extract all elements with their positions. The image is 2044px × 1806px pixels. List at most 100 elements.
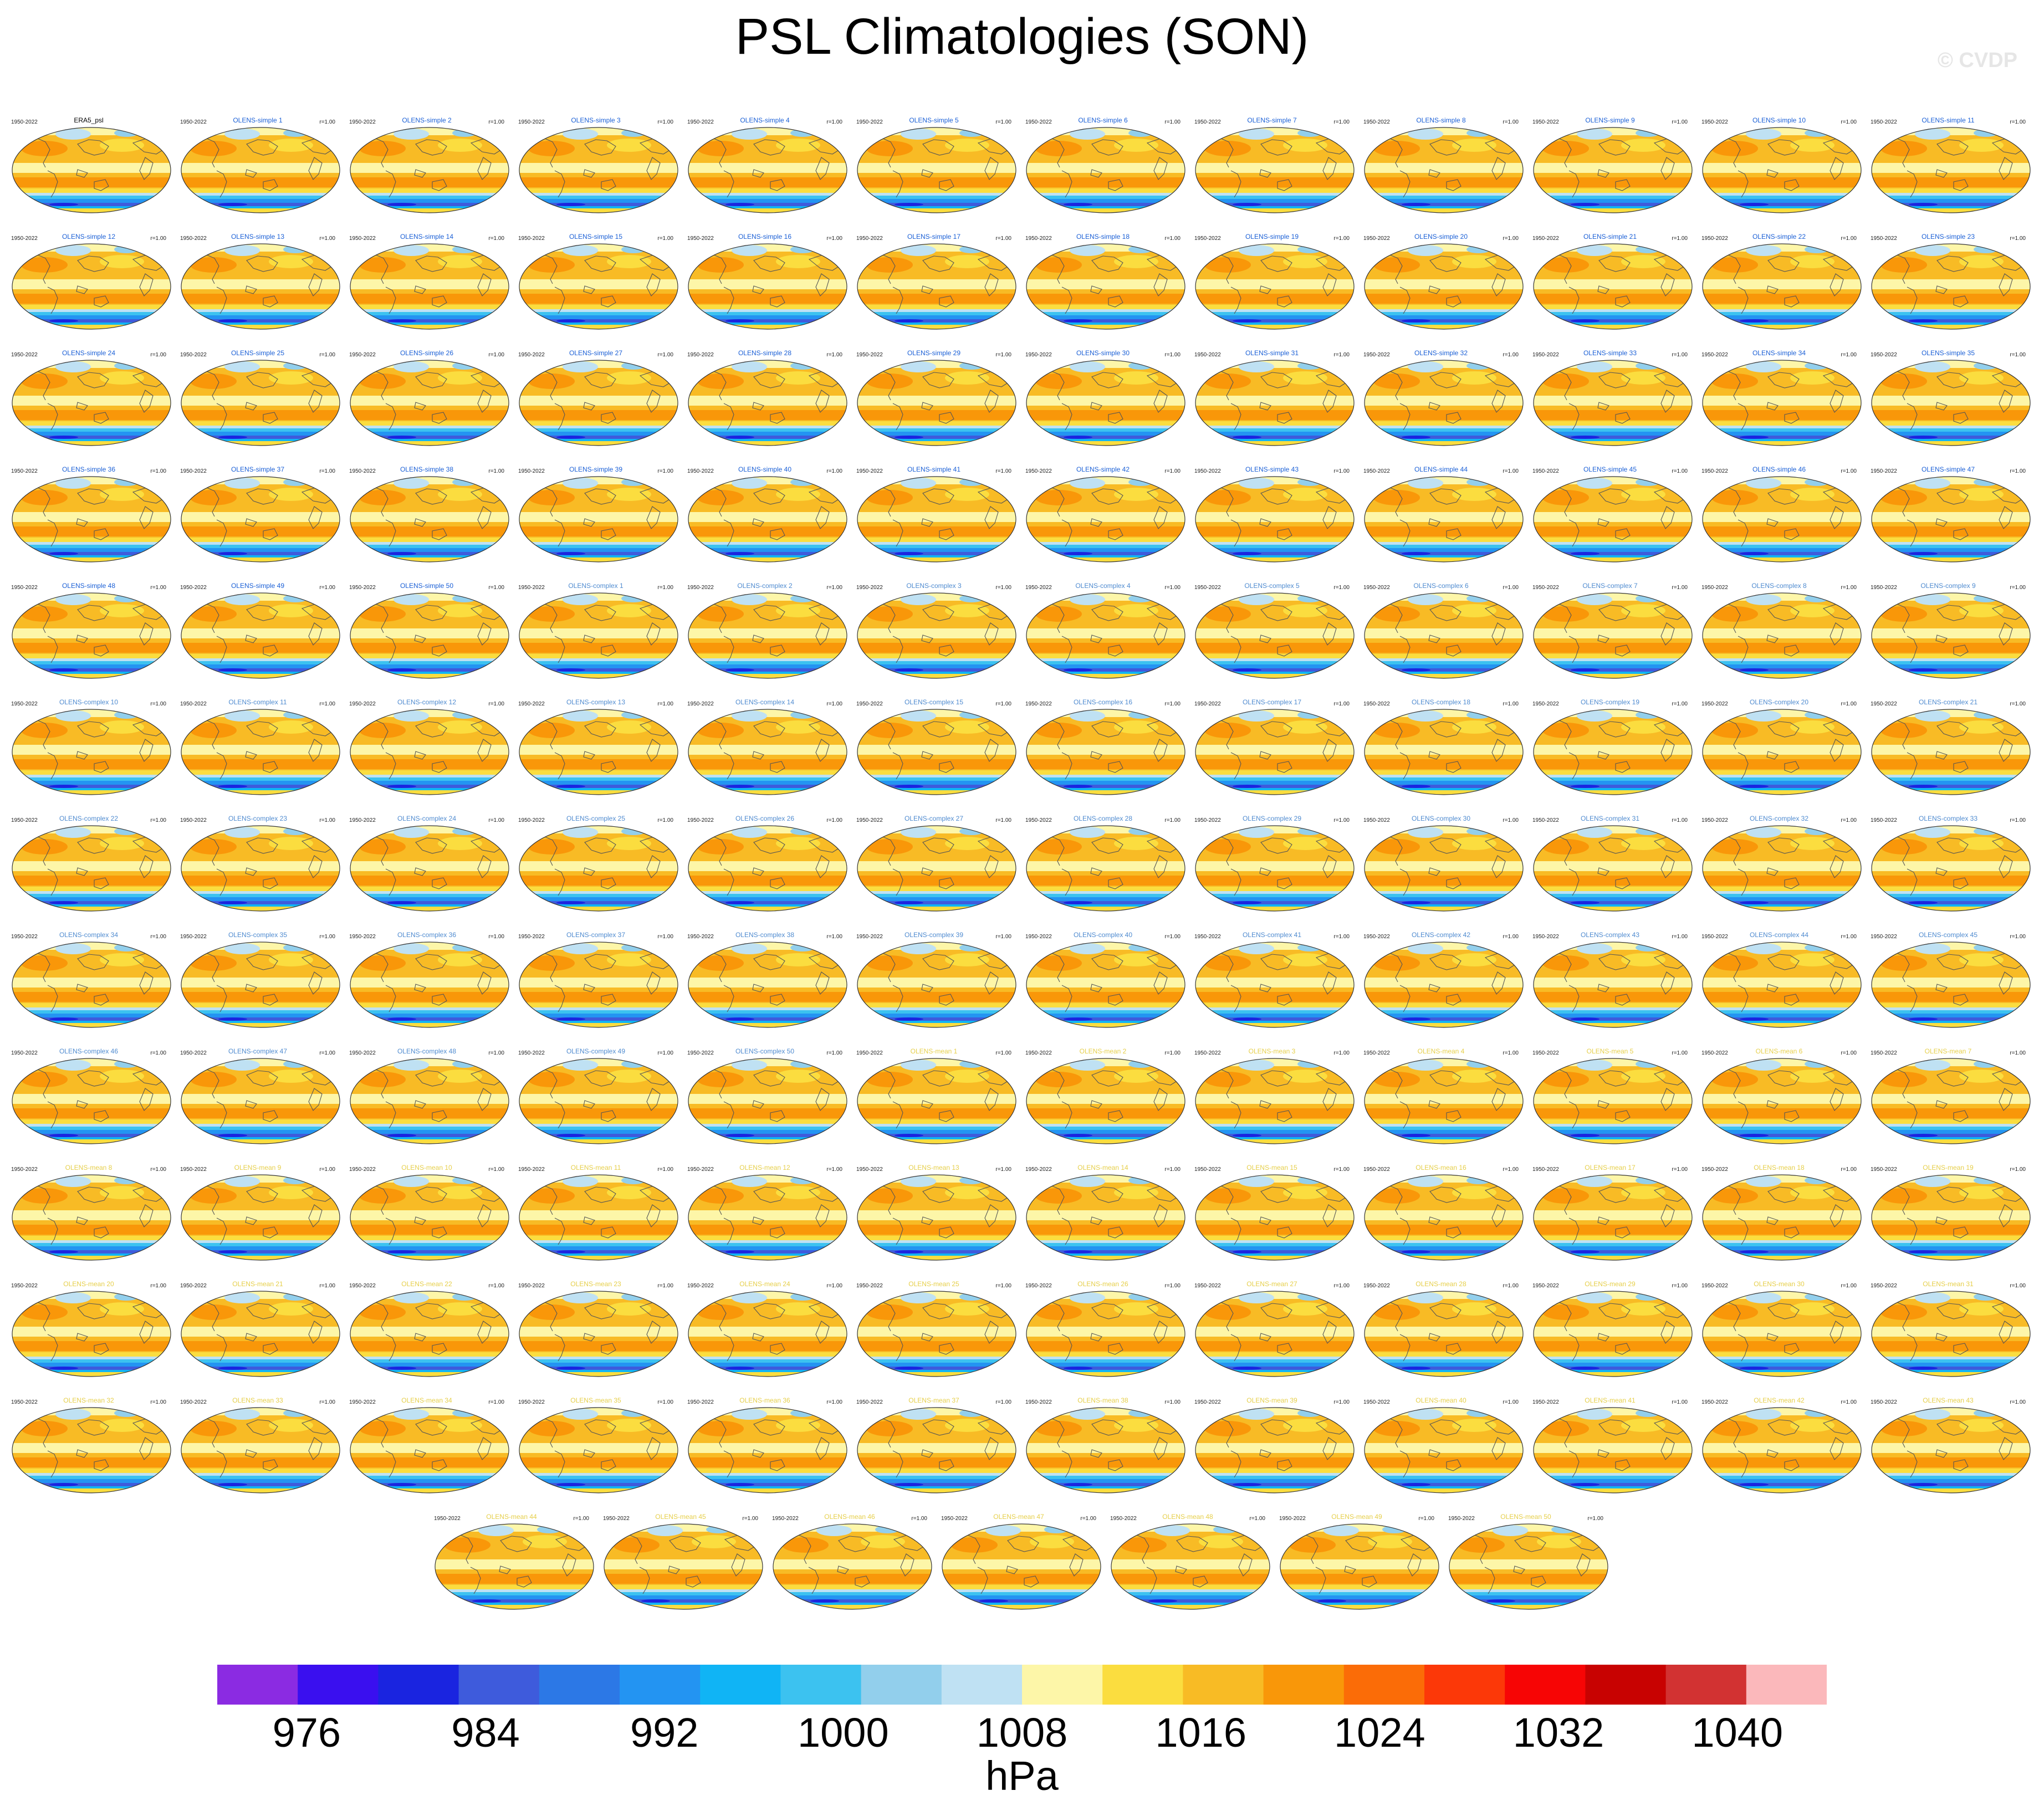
map-panel: 1950-2022 OLENS-complex 46 r=1.00 <box>6 1042 172 1145</box>
panel-period: 1950-2022 <box>1194 1283 1221 1289</box>
panel-period: 1950-2022 <box>349 585 376 591</box>
panel-period: 1950-2022 <box>11 701 38 707</box>
map-panel: 1950-2022 OLENS-mean 50 r=1.00 <box>1443 1507 1609 1610</box>
panel-correlation: r=1.00 <box>2010 1050 2026 1056</box>
map-panel: 1950-2022 OLENS-complex 19 r=1.00 <box>1527 693 1693 796</box>
map-panel: 1950-2022 OLENS-simple 1 r=1.00 <box>175 111 341 214</box>
panel-correlation: r=1.00 <box>488 1283 504 1289</box>
panel-period: 1950-2022 <box>1194 585 1221 591</box>
panel-correlation: r=1.00 <box>1164 934 1181 940</box>
psl-map <box>1026 1407 1185 1493</box>
panel-correlation: r=1.00 <box>2010 1167 2026 1173</box>
psl-map <box>350 1291 509 1377</box>
panel-title: OLENS-complex 23 <box>228 815 288 822</box>
psl-map <box>1871 592 2031 679</box>
colorbar-swatch <box>1746 1665 1827 1705</box>
panel-title: OLENS-simple 12 <box>62 233 116 241</box>
panel-period: 1950-2022 <box>518 817 545 823</box>
map-panel: 1950-2022 OLENS-mean 11 r=1.00 <box>513 1158 679 1261</box>
panel-period: 1950-2022 <box>1194 1167 1221 1173</box>
panel-title: OLENS-complex 49 <box>566 1047 626 1055</box>
panel-title: OLENS-mean 16 <box>1416 1164 1466 1171</box>
panel-title: OLENS-complex 45 <box>1918 931 1978 939</box>
panel-correlation: r=1.00 <box>2010 1399 2026 1405</box>
panel-title: OLENS-simple 13 <box>231 233 285 241</box>
panel-correlation: r=1.00 <box>1333 1283 1350 1289</box>
map-panel: 1950-2022 OLENS-complex 21 r=1.00 <box>1865 693 2031 796</box>
psl-map <box>1364 592 1524 679</box>
panel-period: 1950-2022 <box>1532 236 1559 242</box>
map-panel: 1950-2022 OLENS-mean 6 r=1.00 <box>1696 1042 1862 1145</box>
panel-period: 1950-2022 <box>1871 817 1897 823</box>
psl-map <box>1364 127 1524 213</box>
panel-title: OLENS-simple 48 <box>62 582 116 590</box>
panel-correlation: r=1.00 <box>657 119 673 125</box>
panel-correlation: r=1.00 <box>826 1283 842 1289</box>
psl-map <box>1871 1174 2031 1261</box>
panel-period: 1950-2022 <box>1701 934 1728 940</box>
psl-map <box>181 243 340 330</box>
panel-title: OLENS-mean 13 <box>908 1164 959 1171</box>
panel-correlation: r=1.00 <box>995 236 1011 242</box>
panel-title: OLENS-mean 38 <box>1077 1396 1128 1404</box>
map-panel: 1950-2022 OLENS-mean 28 r=1.00 <box>1358 1275 1524 1378</box>
panel-title: OLENS-complex 35 <box>228 931 288 939</box>
colorbar-swatch <box>780 1665 862 1705</box>
psl-map <box>181 1291 340 1377</box>
map-panel: 1950-2022 OLENS-mean 14 r=1.00 <box>1020 1158 1186 1261</box>
panel-period: 1950-2022 <box>11 352 38 358</box>
psl-map <box>519 942 678 1028</box>
map-panel: 1950-2022 OLENS-complex 48 r=1.00 <box>344 1042 510 1145</box>
psl-map <box>773 1523 932 1610</box>
psl-map <box>857 592 1016 679</box>
panel-correlation: r=1.00 <box>1164 352 1181 358</box>
panel-period: 1950-2022 <box>518 1283 545 1289</box>
panel-period: 1950-2022 <box>1363 1283 1390 1289</box>
panel-correlation: r=1.00 <box>1841 352 1857 358</box>
panel-period: 1950-2022 <box>518 468 545 474</box>
psl-map <box>181 825 340 912</box>
panel-correlation: r=1.00 <box>995 1283 1011 1289</box>
panel-correlation: r=1.00 <box>1164 468 1181 474</box>
colorbar <box>217 1665 1827 1705</box>
map-panel: 1950-2022 OLENS-mean 49 r=1.00 <box>1274 1507 1440 1610</box>
psl-map <box>1533 1407 1693 1493</box>
map-panel: 1950-2022 OLENS-mean 27 r=1.00 <box>1189 1275 1355 1378</box>
panel-title: OLENS-complex 30 <box>1411 815 1471 822</box>
psl-map <box>181 1407 340 1493</box>
panel-title: OLENS-simple 2 <box>402 116 452 124</box>
panel-period: 1950-2022 <box>1532 1050 1559 1056</box>
panel-period: 1950-2022 <box>1025 1167 1052 1173</box>
colorbar-swatch <box>620 1665 701 1705</box>
panel-correlation: r=1.00 <box>2010 119 2026 125</box>
panel-title: OLENS-mean 35 <box>570 1396 621 1404</box>
panel-period: 1950-2022 <box>856 934 883 940</box>
map-panel: 1950-2022 OLENS-complex 15 r=1.00 <box>851 693 1017 796</box>
panel-correlation: r=1.00 <box>826 119 842 125</box>
psl-map <box>688 825 847 912</box>
psl-map <box>1026 1174 1185 1261</box>
panel-title: OLENS-complex 40 <box>1073 931 1133 939</box>
map-panel: 1950-2022 OLENS-mean 24 r=1.00 <box>682 1275 848 1378</box>
panel-title: OLENS-complex 28 <box>1073 815 1133 822</box>
panel-correlation: r=1.00 <box>2010 236 2026 242</box>
panel-period: 1950-2022 <box>856 468 883 474</box>
panel-correlation: r=1.00 <box>1080 1516 1096 1522</box>
panel-title: OLENS-mean 48 <box>1162 1513 1213 1521</box>
map-panel: 1950-2022 OLENS-complex 32 r=1.00 <box>1696 809 1862 912</box>
panel-title: OLENS-simple 16 <box>738 233 792 241</box>
map-panel: 1950-2022 OLENS-simple 42 r=1.00 <box>1020 460 1186 563</box>
panel-title: OLENS-complex 19 <box>1580 698 1640 706</box>
map-panel: 1950-2022 OLENS-simple 3 r=1.00 <box>513 111 679 214</box>
panel-correlation: r=1.00 <box>1503 585 1519 591</box>
panel-correlation: r=1.00 <box>1503 119 1519 125</box>
colorbar-swatch <box>941 1665 1023 1705</box>
panel-correlation: r=1.00 <box>488 352 504 358</box>
psl-map <box>857 942 1016 1028</box>
colorbar-ticks: 976 984 992 1000 1008 1016 1024 1032 1040 <box>217 1709 1827 1756</box>
panel-period: 1950-2022 <box>603 1516 630 1522</box>
panel-period: 1950-2022 <box>1871 585 1897 591</box>
map-panel: 1950-2022 OLENS-mean 21 r=1.00 <box>175 1275 341 1378</box>
panel-correlation: r=1.00 <box>1164 236 1181 242</box>
panel-correlation: r=1.00 <box>995 817 1011 823</box>
